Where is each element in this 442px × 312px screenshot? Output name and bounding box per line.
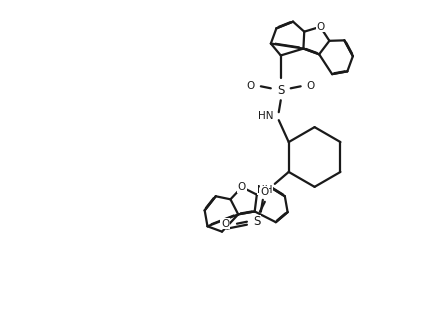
Text: O: O xyxy=(247,81,255,91)
Text: O: O xyxy=(221,219,229,229)
Text: NH: NH xyxy=(257,185,273,195)
Text: S: S xyxy=(253,215,260,228)
Text: S: S xyxy=(277,84,285,97)
Text: HN: HN xyxy=(258,111,274,121)
Text: O: O xyxy=(238,182,246,192)
Text: O: O xyxy=(306,81,315,91)
Text: O: O xyxy=(261,187,269,197)
Text: O: O xyxy=(316,22,324,32)
